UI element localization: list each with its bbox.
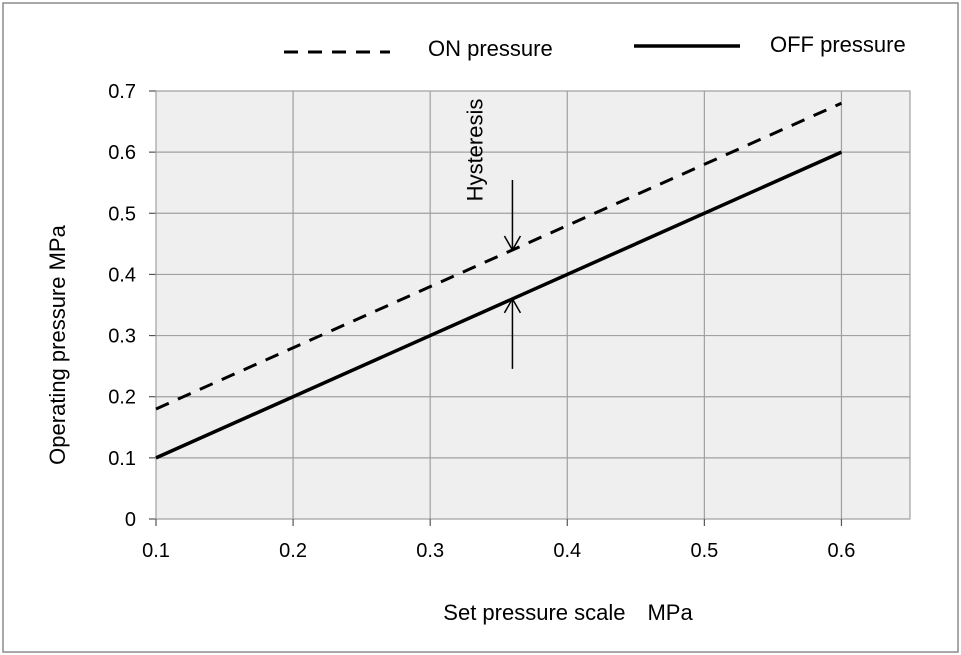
y-tick-label: 0.7 [108, 81, 136, 103]
plot-area [155, 90, 911, 520]
hysteresis-arrowhead-upper [503, 235, 522, 252]
y-tick-label: 0.6 [108, 142, 136, 164]
off-pressure-line [155, 150, 843, 460]
on-pressure-line [155, 101, 843, 411]
hysteresis-label: Hysteresis [462, 99, 487, 202]
series-group [155, 101, 843, 460]
legend-on-pressure-label: ON pressure [428, 36, 553, 61]
legend-off-pressure-label: OFF pressure [770, 32, 906, 57]
annotation-group: Hysteresis [462, 99, 522, 369]
y-axis-label: Operating pressure MPa [45, 224, 70, 464]
y-tick-label: 0.5 [108, 203, 136, 225]
legend: ON pressure OFF pressure [284, 32, 906, 61]
x-tick-label: 0.5 [690, 540, 718, 562]
hysteresis-arrowhead-lower [503, 297, 522, 314]
y-tick-label: 0 [125, 509, 136, 531]
x-tick-label: 0.6 [828, 540, 856, 562]
x-tick-label: 0.4 [553, 540, 581, 562]
y-tick-label: 0.1 [108, 448, 136, 470]
x-tick-label: 0.1 [142, 540, 170, 562]
x-tick-label: 0.3 [416, 540, 444, 562]
y-tick-label: 0.4 [108, 264, 136, 286]
x-axis-label: Set pressure scale MPa [443, 600, 693, 625]
grid [149, 90, 911, 526]
y-tick-label: 0.3 [108, 326, 136, 348]
y-tick-label: 0.2 [108, 387, 136, 409]
tick-labels: 0 0.1 0.2 0.3 0.4 0.5 0.6 0.7 0.1 0.2 0.3 0.4 0.5 0.6 [108, 81, 855, 562]
x-tick-label: 0.2 [279, 540, 307, 562]
